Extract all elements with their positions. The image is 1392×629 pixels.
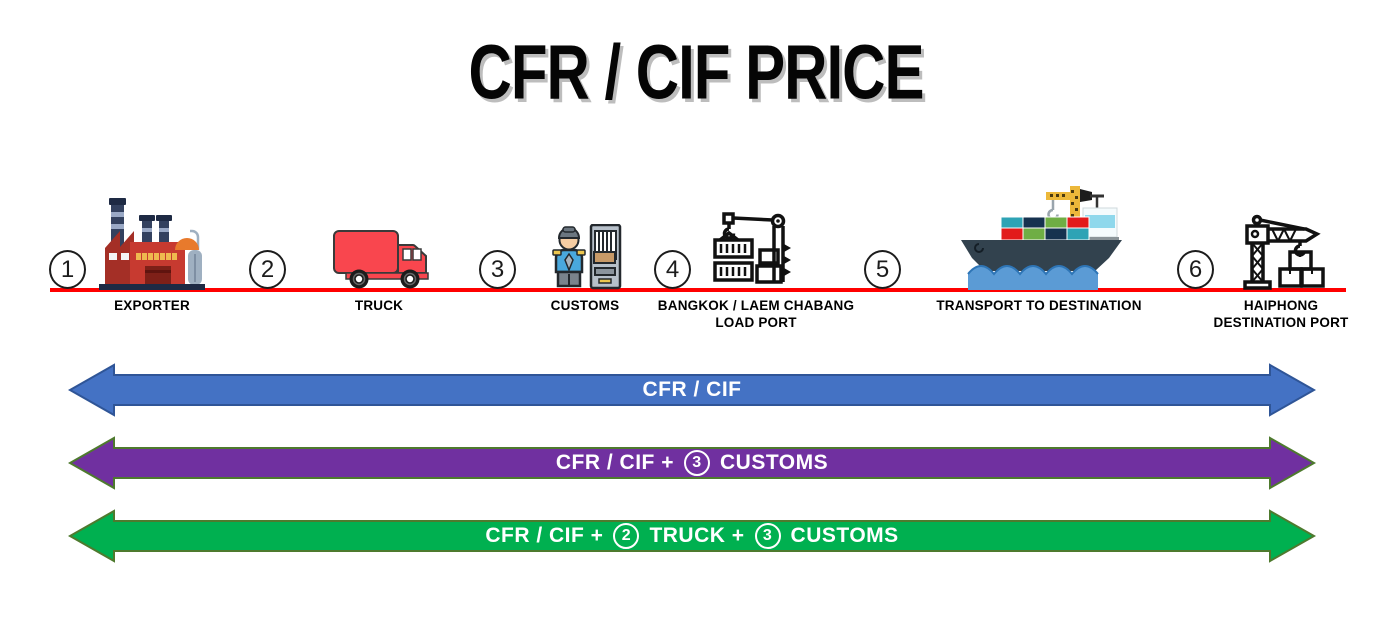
container-crane-icon [712,210,800,290]
factory-icon [99,198,205,290]
truck-icon [333,228,433,290]
step-2-label: TRUCK [354,298,404,313]
circled-number-badge: 3 [683,450,710,476]
price-bar-cfr-cif-truck-customs-label: CFR / CIF + 2 TRUCK + 3 CUSTOMS [64,508,1320,564]
step-1-label: EXPORTER [114,298,190,313]
circled-number-badge: 2 [613,523,640,549]
step-4-label: BANGKOK / LAEM CHABANG LOAD PORT [657,298,855,330]
price-bar-cfr-cif-label: CFR / CIF [64,362,1320,418]
circled-number-badge: 3 [754,523,781,549]
step-6-number-badge: 6 [1177,250,1214,289]
step-1-number-badge: 1 [49,250,86,289]
price-bar-cfr-cif: CFR / CIF [64,362,1320,418]
price-bar-cfr-cif-customs-label: CFR / CIF + 3 CUSTOMS [64,435,1320,491]
step-5-number-badge: 5 [864,250,901,289]
label-text: CUSTOMS [790,524,899,547]
label-text: CFR / CIF + [555,451,674,474]
label-text: CFR / CIF + [485,524,604,547]
label-text: CFR / CIF [642,378,742,401]
container-ship-icon [959,180,1124,292]
step-3-number-badge: 3 [479,250,516,289]
label-text: TRUCK + [649,524,745,547]
step-5-label: TRANSPORT TO DESTINATION [936,298,1142,313]
label-text: CUSTOMS [719,451,829,474]
tower-crane-icon [1240,214,1332,290]
step-6-label: HAIPHONG DESTINATION PORT [1213,298,1349,330]
page-title: CFR / CIF PRICE [468,29,924,116]
step-4-number-badge: 4 [654,250,691,289]
price-bar-cfr-cif-customs: CFR / CIF + 3 CUSTOMS [64,435,1320,491]
step-3-label: CUSTOMS [550,298,620,313]
double-arrow-shape-icon [67,363,1317,417]
timeline-axis [50,288,1346,292]
price-bar-cfr-cif-truck-customs: CFR / CIF + 2 TRUCK + 3 CUSTOMS [64,508,1320,564]
customs-officer-icon [552,224,622,290]
step-2-number-badge: 2 [249,250,286,289]
double-arrow-shape-icon [67,509,1317,563]
